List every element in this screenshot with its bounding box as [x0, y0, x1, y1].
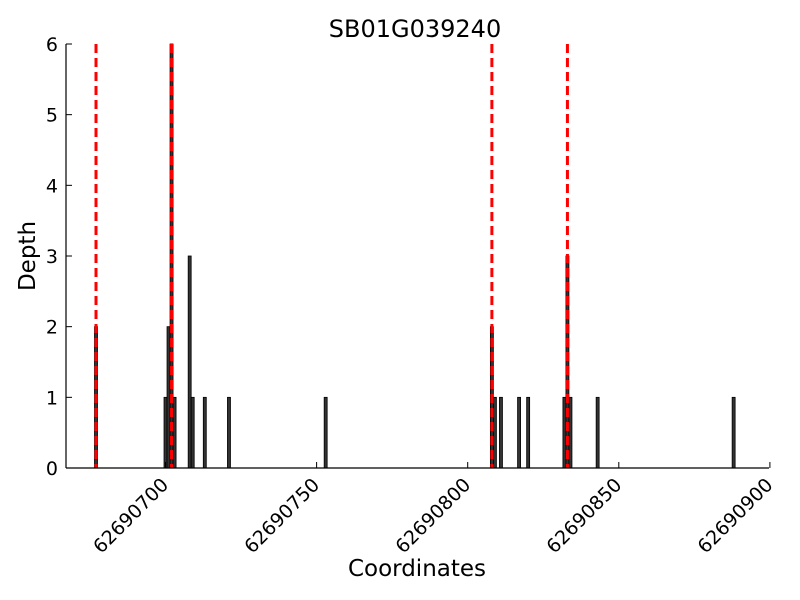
y-tick-label: 6	[46, 34, 58, 56]
axes-layer: 0 1 2 3 4 5 6 62690700 62690750 62690800 62690850 6…	[46, 34, 778, 558]
depth-bar	[562, 396, 567, 469]
depth-bar	[187, 255, 192, 469]
depth-bar	[517, 396, 521, 469]
y-axis-title: Depth	[15, 221, 41, 291]
x-tick-label: 62690700	[89, 474, 173, 558]
y-tick-label: 0	[46, 458, 58, 480]
depth-bar	[492, 396, 497, 469]
depth-bar	[568, 396, 573, 469]
x-tick-label: 62690800	[391, 474, 475, 558]
y-tick-label: 1	[46, 387, 58, 409]
x-tick-label: 62690900	[693, 474, 777, 558]
depth-bar	[190, 396, 195, 469]
y-tick-label: 5	[46, 105, 58, 127]
y-tick-label: 4	[46, 175, 58, 197]
depth-bar	[172, 396, 177, 469]
x-tick-label: 62690750	[240, 474, 324, 558]
x-tick-label: 62690850	[542, 474, 626, 558]
depth-bar	[227, 396, 231, 469]
depth-bar	[526, 396, 531, 469]
depth-bar	[499, 396, 503, 469]
markers-layer	[94, 44, 569, 468]
depth-bar	[163, 396, 168, 469]
y-tick-label: 2	[46, 317, 58, 339]
depth-bar	[323, 396, 328, 469]
depth-bar	[202, 396, 207, 469]
x-axis-title: Coordinates	[348, 556, 486, 582]
bars-layer	[94, 43, 736, 469]
depth-bar	[731, 396, 736, 469]
chart-title: SB01G039240	[329, 15, 501, 43]
depth-bar	[166, 326, 171, 469]
y-tick-label: 3	[46, 246, 58, 268]
depth-bar	[595, 396, 600, 469]
